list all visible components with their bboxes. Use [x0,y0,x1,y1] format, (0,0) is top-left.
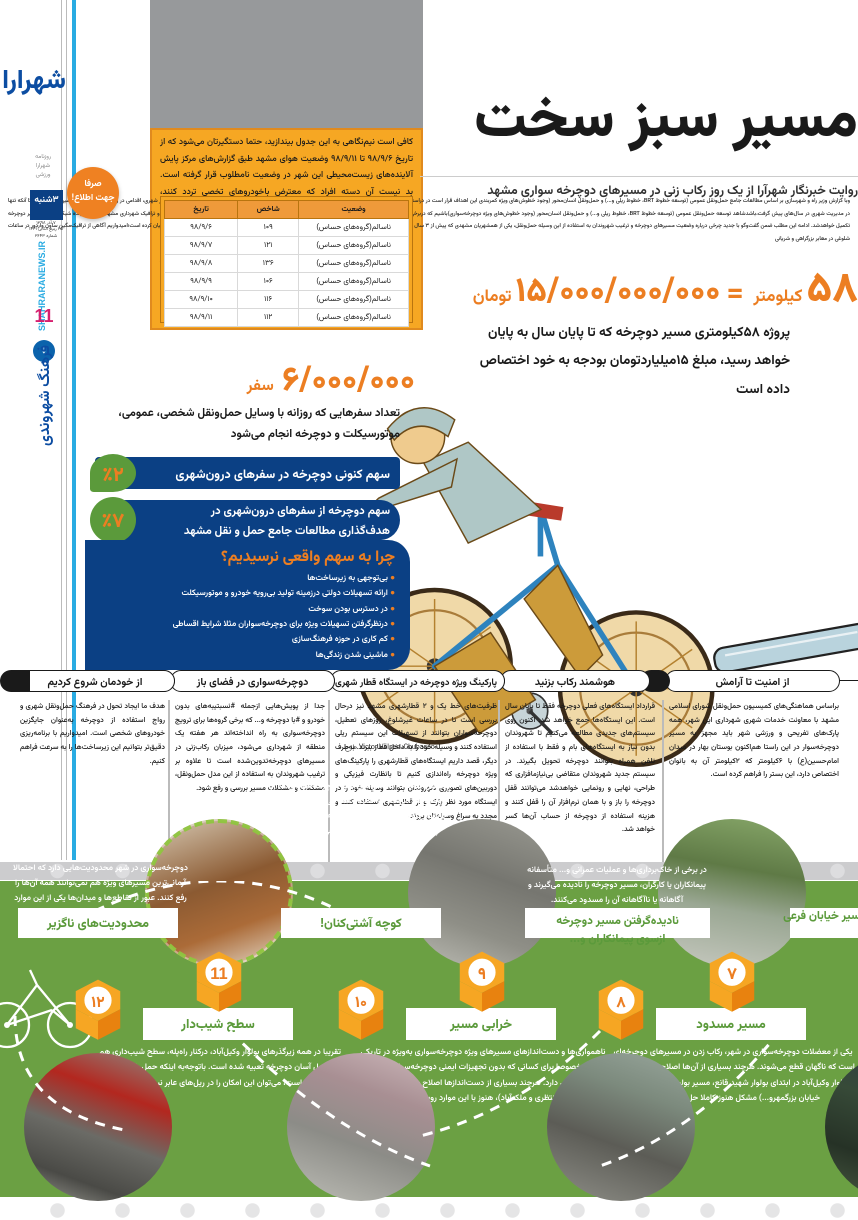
svg-text:۱۲: ۱۲ [91,992,104,1016]
svg-text:۸: ۸ [616,992,626,1016]
svg-text:11: 11 [210,965,227,983]
svg-text:۷: ۷ [727,962,737,988]
svg-text:۱۰: ۱۰ [355,992,367,1016]
svg-text:۹: ۹ [478,962,486,988]
